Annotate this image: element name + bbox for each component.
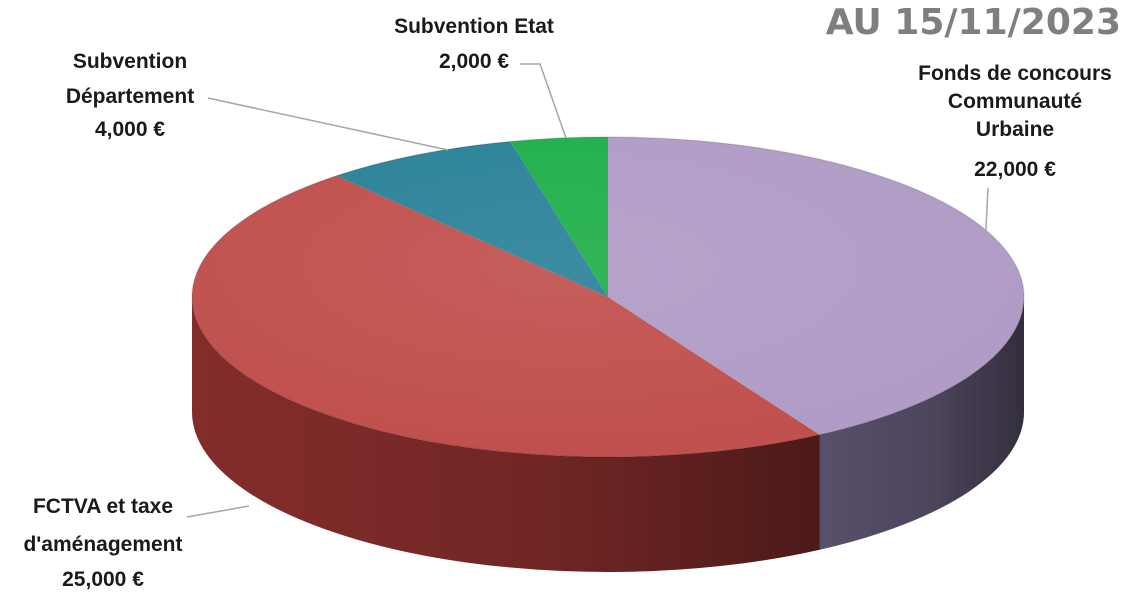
- leader-line-2: [207, 97, 449, 151]
- slice-value-2: 4,000 €: [95, 118, 165, 141]
- slice-label-3-line-0: Subvention Etat: [394, 15, 554, 38]
- pie-side-layer: [192, 297, 1024, 572]
- leader-lines: [186, 63, 989, 518]
- chart-title: AU 15/11/2023: [826, 2, 1121, 43]
- slice-value-0: 22,000 €: [974, 158, 1056, 181]
- slice-value-1: 25,000 €: [62, 568, 144, 591]
- slice-label-2-line-1: Département: [66, 85, 194, 108]
- slice-label-0-line-1: Communauté: [948, 90, 1082, 113]
- leader-line-3: [520, 63, 567, 139]
- pie-top-layer: [191, 136, 1025, 458]
- slice-value-3: 2,000 €: [439, 50, 509, 73]
- slice-label-0-line-0: Fonds de concours: [918, 62, 1112, 85]
- slice-label-1-line-0: FCTVA et taxe: [33, 495, 173, 518]
- pie-top-rim: [191, 136, 1025, 458]
- leader-line-0: [984, 187, 989, 248]
- slice-labels: Fonds de concours Communauté Urbaine 22,000…: [23, 15, 1111, 591]
- slice-label-2-line-0: Subvention: [73, 50, 187, 73]
- leader-line-1: [186, 505, 250, 518]
- slice-label-1-line-1: d'aménagement: [23, 533, 182, 556]
- pie-side-shade-1: [192, 297, 820, 572]
- pie-top-shade: [192, 137, 1024, 457]
- pie-side-shade-0: [819, 297, 1024, 550]
- slice-label-0-line-2: Urbaine: [976, 118, 1054, 141]
